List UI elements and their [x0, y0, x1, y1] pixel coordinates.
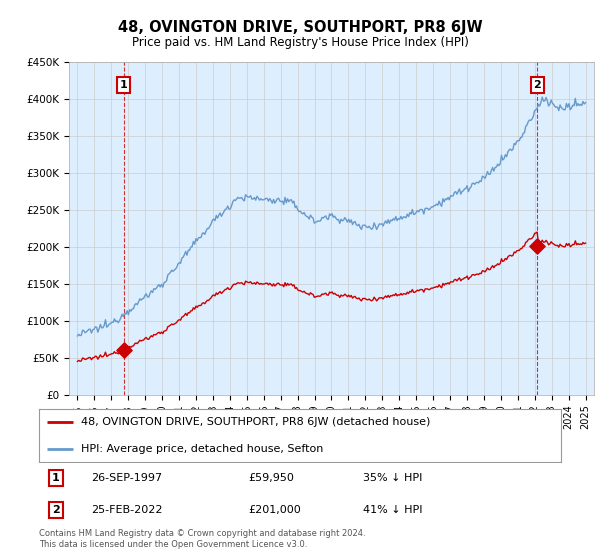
- Point: [119, 346, 128, 355]
- Text: 35% ↓ HPI: 35% ↓ HPI: [362, 473, 422, 483]
- Text: 41% ↓ HPI: 41% ↓ HPI: [362, 505, 422, 515]
- Text: 1: 1: [120, 80, 128, 90]
- Text: 26-SEP-1997: 26-SEP-1997: [91, 473, 163, 483]
- Text: 48, OVINGTON DRIVE, SOUTHPORT, PR8 6JW (detached house): 48, OVINGTON DRIVE, SOUTHPORT, PR8 6JW (…: [81, 417, 430, 427]
- Text: Price paid vs. HM Land Registry's House Price Index (HPI): Price paid vs. HM Land Registry's House …: [131, 36, 469, 49]
- Text: 48, OVINGTON DRIVE, SOUTHPORT, PR8 6JW: 48, OVINGTON DRIVE, SOUTHPORT, PR8 6JW: [118, 20, 482, 35]
- Text: £201,000: £201,000: [248, 505, 301, 515]
- Text: Contains HM Land Registry data © Crown copyright and database right 2024.
This d: Contains HM Land Registry data © Crown c…: [39, 529, 365, 549]
- Text: 2: 2: [52, 505, 60, 515]
- Text: £59,950: £59,950: [248, 473, 293, 483]
- Text: 1: 1: [52, 473, 60, 483]
- Text: 25-FEB-2022: 25-FEB-2022: [91, 505, 163, 515]
- Text: HPI: Average price, detached house, Sefton: HPI: Average price, detached house, Seft…: [81, 444, 323, 454]
- Text: 2: 2: [533, 80, 541, 90]
- Point: [532, 241, 542, 250]
